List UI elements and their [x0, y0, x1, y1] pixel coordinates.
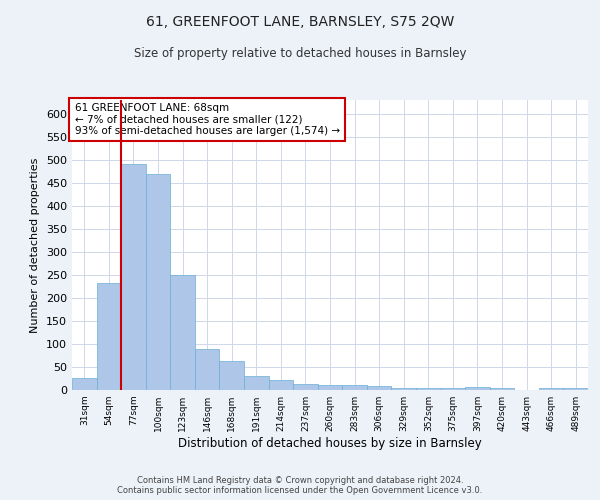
- Bar: [416, 388, 440, 390]
- Bar: [293, 384, 318, 390]
- Bar: [539, 388, 563, 390]
- Bar: [465, 387, 490, 390]
- X-axis label: Distribution of detached houses by size in Barnsley: Distribution of detached houses by size …: [178, 437, 482, 450]
- Bar: [269, 380, 293, 390]
- Bar: [170, 275, 195, 390]
- Text: Contains HM Land Registry data © Crown copyright and database right 2024.
Contai: Contains HM Land Registry data © Crown c…: [118, 476, 482, 495]
- Bar: [342, 386, 367, 390]
- Y-axis label: Number of detached properties: Number of detached properties: [31, 158, 40, 332]
- Text: 61, GREENFOOT LANE, BARNSLEY, S75 2QW: 61, GREENFOOT LANE, BARNSLEY, S75 2QW: [146, 15, 454, 29]
- Bar: [121, 164, 146, 390]
- Bar: [72, 378, 97, 390]
- Bar: [490, 388, 514, 390]
- Bar: [391, 388, 416, 390]
- Bar: [563, 388, 588, 390]
- Bar: [244, 376, 269, 390]
- Bar: [97, 283, 121, 390]
- Bar: [220, 361, 244, 390]
- Bar: [146, 174, 170, 390]
- Text: 61 GREENFOOT LANE: 68sqm
← 7% of detached houses are smaller (122)
93% of semi-d: 61 GREENFOOT LANE: 68sqm ← 7% of detache…: [74, 103, 340, 136]
- Bar: [318, 385, 342, 390]
- Text: Size of property relative to detached houses in Barnsley: Size of property relative to detached ho…: [134, 48, 466, 60]
- Bar: [195, 350, 220, 390]
- Bar: [440, 388, 465, 390]
- Bar: [367, 386, 391, 390]
